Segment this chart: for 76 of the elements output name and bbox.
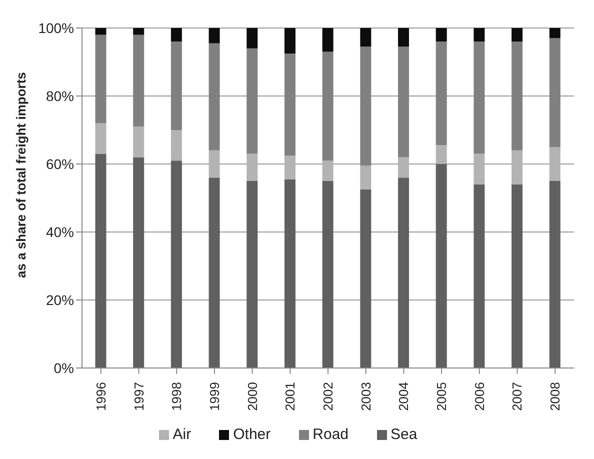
y-tick-label: 80%: [46, 88, 74, 104]
y-tick-label: 40%: [46, 224, 74, 240]
legend-label: Sea: [390, 426, 418, 443]
x-tick-label: 2002: [320, 382, 336, 411]
x-tick-label: 2008: [548, 382, 563, 411]
bar: [549, 28, 560, 38]
bar: [208, 150, 220, 178]
bar: [170, 130, 182, 161]
x-tick-label: 2003: [358, 382, 374, 411]
bar: [246, 48, 258, 154]
bar: [246, 181, 258, 368]
bar: [95, 154, 106, 368]
bar: [474, 154, 485, 184]
bar: [436, 42, 447, 146]
bar: [95, 34, 106, 124]
legend-label: Other: [233, 426, 271, 443]
bar: [398, 46, 410, 158]
x-tick-label: 1997: [131, 382, 146, 411]
legend-label: Road: [312, 426, 348, 443]
bar: [170, 42, 182, 130]
bar: [512, 184, 523, 368]
x-tick-label: 1998: [169, 382, 184, 411]
bar: [436, 28, 447, 42]
bar: [360, 166, 372, 190]
x-tick-label: 2005: [434, 382, 450, 411]
x-tick-label: 1999: [206, 382, 222, 411]
bar: [170, 160, 182, 368]
bar: [322, 181, 334, 368]
legend-label: Air: [172, 426, 192, 443]
bar: [95, 28, 106, 35]
bar: [284, 54, 296, 156]
bar: [436, 145, 447, 164]
y-tick-label: 20%: [46, 292, 74, 308]
bar: [133, 157, 144, 368]
bar: [360, 190, 372, 368]
bar: [133, 28, 144, 35]
bar: [549, 147, 560, 181]
bar: [322, 28, 334, 52]
bar: [474, 184, 485, 368]
bar: [512, 150, 523, 184]
bar: [512, 42, 523, 150]
x-tick-label: 2007: [510, 382, 525, 411]
bar: [246, 28, 258, 48]
bar: [549, 181, 560, 368]
bar: [398, 157, 410, 178]
bar: [208, 178, 220, 368]
x-tick-label: 2006: [472, 382, 487, 411]
x-tick-label: 2000: [244, 382, 260, 411]
bar: [284, 28, 296, 54]
bar: [474, 42, 485, 154]
y-tick-label: 100%: [38, 20, 74, 36]
bar: [398, 178, 410, 368]
x-tick-label: 2001: [282, 382, 298, 411]
bar: [208, 43, 220, 150]
x-tick-label: 2004: [396, 382, 412, 411]
bar: [95, 123, 106, 154]
bar: [170, 28, 182, 42]
bar: [322, 160, 334, 181]
bar: [549, 38, 560, 147]
x-tick-label: 1996: [93, 382, 108, 411]
bar: [398, 28, 410, 47]
bar: [360, 28, 372, 47]
bar: [246, 154, 258, 181]
bar: [133, 34, 144, 127]
bar: [436, 164, 447, 368]
bar: [284, 179, 296, 368]
y-tick-label: 0%: [54, 360, 74, 376]
bar: [322, 52, 334, 161]
y-axis-title: as a share of total freight imports: [14, 72, 29, 278]
bar: [208, 28, 220, 44]
bar: [474, 28, 485, 42]
y-tick-label: 60%: [46, 156, 74, 172]
bar: [360, 46, 372, 166]
bar: [284, 156, 296, 180]
bar: [512, 28, 523, 42]
bar: [133, 126, 144, 158]
